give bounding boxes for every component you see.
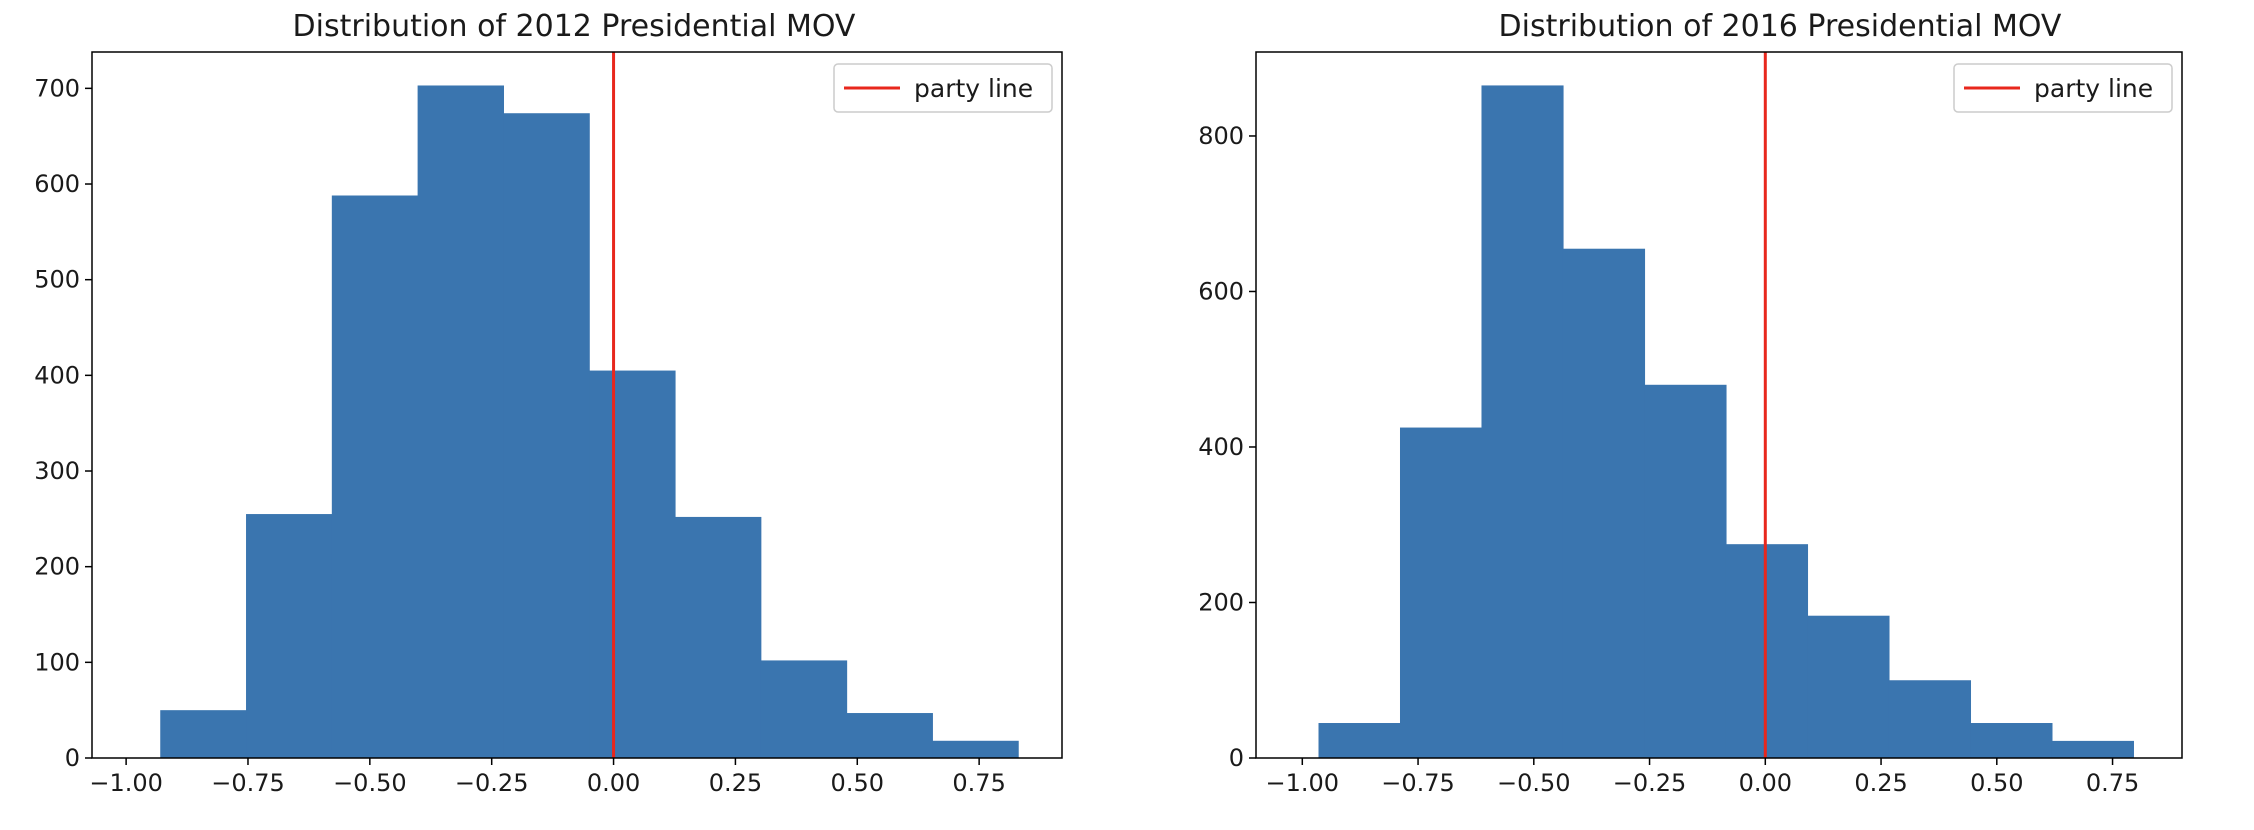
histogram-bar-2012-3 <box>417 85 504 759</box>
histogram-bar-2016-9 <box>2051 740 2134 758</box>
histogram-2016-panel: Distribution of 2016 Presidential MOV 0 2… <box>1198 9 2183 797</box>
histogram-bar-2016-1 <box>1399 427 1483 758</box>
y-tick-label-2012-2: 200 <box>34 553 80 581</box>
x-tick-label-2016-6: 0.50 <box>1970 769 2023 797</box>
chart-title-2016: Distribution of 2016 Presidential MOV <box>1499 9 2062 44</box>
x-axis-2016: −1.00 −0.75 −0.50 −0.25 0.00 0.25 0.50 0.75 <box>1266 758 2139 797</box>
y-tick-label-2012-5: 500 <box>34 266 80 294</box>
legend-label-2016: party line <box>2034 74 2153 103</box>
histogram-bar-2016-6 <box>1807 615 1890 758</box>
histogram-bar-2012-6 <box>674 516 762 758</box>
legend-box-2012 <box>833 63 1053 113</box>
x-tick-label-2012-4: 0.00 <box>587 769 640 797</box>
y-tick-label-2016-0: 0 <box>1229 744 1244 772</box>
x-tick-label-2012-6: 0.50 <box>831 769 884 797</box>
x-tick-label-2016-4: 0.00 <box>1739 769 1792 797</box>
y-tick-label-2012-7: 700 <box>34 74 80 102</box>
x-tick-label-2012-1: −0.75 <box>211 769 285 797</box>
x-tick-label-2016-3: −0.25 <box>1613 769 1687 797</box>
histogram-bar-2016-4 <box>1644 384 1727 758</box>
y-tick-label-2016-3: 600 <box>1198 277 1244 305</box>
histogram-2012-panel: Distribution of 2012 Presidential MOV 0 1… <box>34 9 1063 797</box>
y-tick-label-2016-4: 800 <box>1198 122 1244 150</box>
plot-frame-2016 <box>1255 51 2183 759</box>
histogram-bar-2012-4 <box>503 113 590 759</box>
histogram-bar-2012-5 <box>589 370 676 758</box>
histogram-bar-2016-5 <box>1725 544 1809 758</box>
x-tick-label-2012-5: 0.25 <box>709 769 762 797</box>
chart-title-2012: Distribution of 2012 Presidential MOV <box>293 9 856 44</box>
x-tick-label-2012-0: −1.00 <box>89 769 163 797</box>
x-tick-label-2016-5: 0.25 <box>1854 769 1907 797</box>
x-tick-label-2016-1: −0.75 <box>1381 769 1455 797</box>
histogram-bar-2012-9 <box>932 740 1019 758</box>
histogram-bar-2016-7 <box>1888 680 1972 758</box>
legend-label-2012: party line <box>914 74 1033 103</box>
x-tick-label-2012-3: −0.25 <box>455 769 529 797</box>
histogram-bar-2012-2 <box>331 195 419 758</box>
y-tick-label-2016-1: 200 <box>1198 588 1244 616</box>
y-tick-label-2012-6: 600 <box>34 170 80 198</box>
bars-2016 <box>1318 85 2134 759</box>
y-tick-label-2012-4: 400 <box>34 361 80 389</box>
histogram-bar-2012-0 <box>160 710 247 758</box>
x-tick-label-2016-0: −1.00 <box>1266 769 1340 797</box>
histogram-bar-2012-7 <box>760 660 848 758</box>
histogram-bar-2016-2 <box>1481 85 1564 759</box>
histogram-bar-2012-1 <box>246 514 333 758</box>
bars-2012 <box>160 85 1019 759</box>
histogram-bar-2016-3 <box>1562 248 1646 758</box>
x-axis-2012: −1.00 −0.75 −0.50 −0.25 0.00 0.25 0.50 0.75 <box>89 758 1006 797</box>
histogram-bar-2016-0 <box>1318 723 1401 758</box>
histogram-bar-2012-8 <box>846 713 933 758</box>
y-axis-2012: 0 100 200 300 400 500 600 700 <box>34 74 92 772</box>
y-axis-2016: 0 200 400 600 800 <box>1198 122 1256 772</box>
legend-2016: party line <box>1953 63 2173 113</box>
y-tick-label-2012-3: 300 <box>34 457 80 485</box>
y-tick-label-2012-0: 0 <box>65 744 80 772</box>
plot-frame-2012 <box>91 51 1063 759</box>
y-tick-label-2016-2: 400 <box>1198 433 1244 461</box>
histogram-bar-2016-8 <box>1970 723 2053 758</box>
y-tick-label-2012-1: 100 <box>34 648 80 676</box>
x-tick-label-2016-7: 0.75 <box>2086 769 2139 797</box>
legend-2012: party line <box>833 63 1053 113</box>
x-tick-label-2016-2: −0.50 <box>1497 769 1571 797</box>
legend-box-2016 <box>1953 63 2173 113</box>
x-tick-label-2012-2: −0.50 <box>333 769 407 797</box>
x-tick-label-2012-7: 0.75 <box>952 769 1005 797</box>
